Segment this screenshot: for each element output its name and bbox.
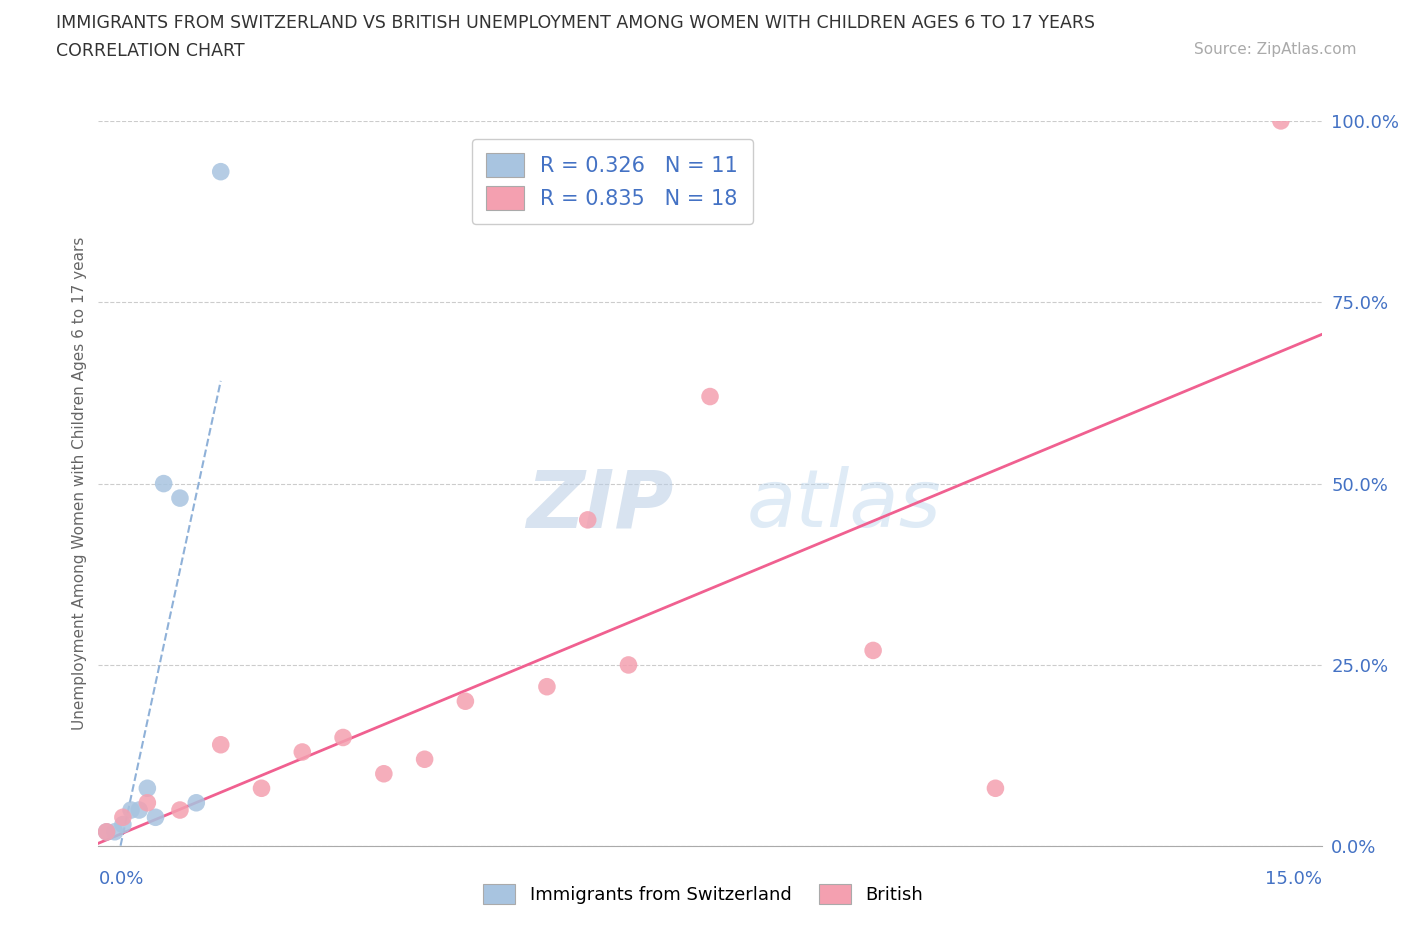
Point (862, 643, 884, 658)
Text: atlas: atlas (747, 466, 942, 544)
Point (984, 781, 1007, 796)
Point (250, 781, 273, 796)
Point (169, 803, 191, 817)
Y-axis label: Unemployment Among Women with Children Ages 6 to 17 years: Unemployment Among Women with Children A… (72, 237, 87, 730)
Point (1270, 113, 1292, 128)
Point (96, 824, 118, 839)
Point (413, 751, 436, 766)
Point (617, 658, 640, 672)
Point (111, 817, 134, 832)
Point (111, 810, 134, 825)
Point (120, 803, 142, 817)
Legend: Immigrants from Switzerland, British: Immigrants from Switzerland, British (475, 876, 931, 911)
Point (145, 810, 167, 825)
Point (136, 795, 159, 810)
Text: 0.0%: 0.0% (98, 870, 143, 888)
Point (186, 795, 208, 810)
Text: Source: ZipAtlas.com: Source: ZipAtlas.com (1194, 42, 1357, 57)
Point (209, 165, 232, 179)
Point (576, 512, 599, 527)
Text: 15.0%: 15.0% (1264, 870, 1322, 888)
Point (169, 491, 191, 506)
Point (291, 745, 314, 760)
Point (209, 737, 232, 752)
Point (373, 766, 395, 781)
Text: IMMIGRANTS FROM SWITZERLAND VS BRITISH UNEMPLOYMENT AMONG WOMEN WITH CHILDREN AG: IMMIGRANTS FROM SWITZERLAND VS BRITISH U… (56, 14, 1095, 32)
Point (454, 694, 477, 709)
Point (128, 803, 150, 817)
Point (332, 730, 354, 745)
Point (699, 389, 721, 404)
Point (536, 679, 558, 694)
Text: CORRELATION CHART: CORRELATION CHART (56, 42, 245, 60)
Point (96, 824, 118, 839)
Point (104, 824, 127, 839)
Point (152, 476, 174, 491)
Legend: R = 0.326   N = 11, R = 0.835   N = 18: R = 0.326 N = 11, R = 0.835 N = 18 (471, 139, 752, 224)
Text: ZIP: ZIP (526, 466, 673, 544)
Point (136, 781, 159, 796)
